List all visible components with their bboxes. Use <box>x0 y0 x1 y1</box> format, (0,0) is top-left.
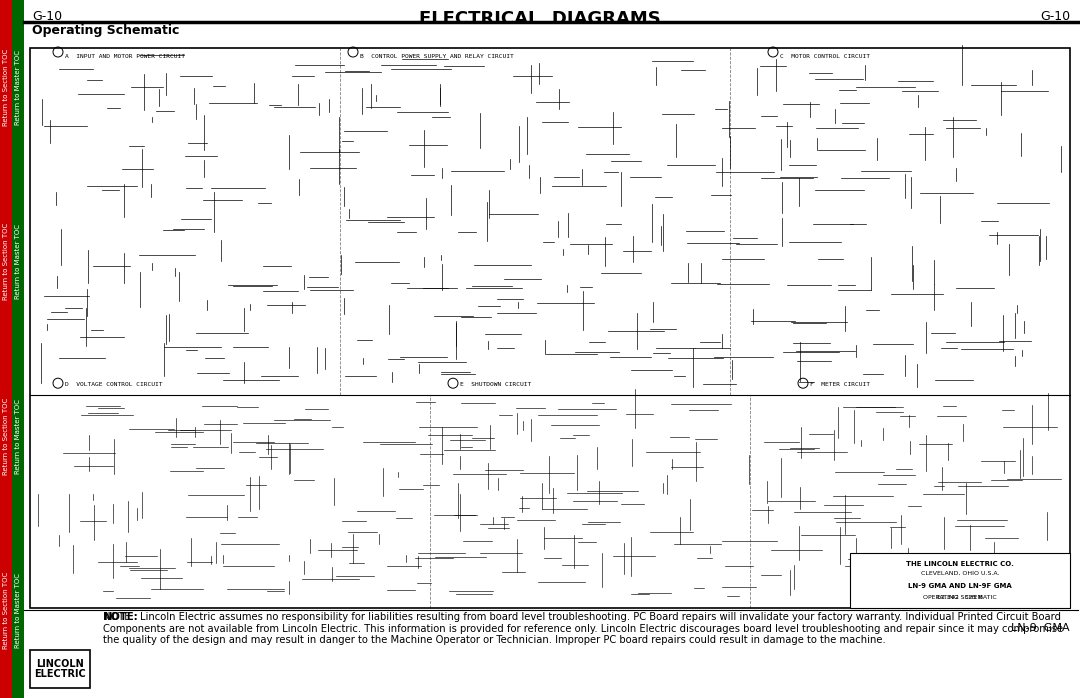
Text: LN-9 GMA AND LN-9F GMA: LN-9 GMA AND LN-9F GMA <box>908 583 1012 589</box>
Text: A  INPUT AND MOTOR POWER CIRCUIT: A INPUT AND MOTOR POWER CIRCUIT <box>65 54 185 59</box>
Bar <box>12 524 24 698</box>
Text: E  SHUTDOWN CIRCUIT: E SHUTDOWN CIRCUIT <box>460 383 531 387</box>
Text: ELECTRICAL  DIAGRAMS: ELECTRICAL DIAGRAMS <box>419 10 661 28</box>
Text: Return to Section TOC: Return to Section TOC <box>3 223 9 300</box>
Bar <box>0 349 12 524</box>
Text: F  METER CIRCUIT: F METER CIRCUIT <box>810 383 870 387</box>
Text: C  MOTOR CONTROL CIRCUIT: C MOTOR CONTROL CIRCUIT <box>780 54 870 59</box>
Bar <box>12 174 24 349</box>
Text: Return to Section TOC: Return to Section TOC <box>3 49 9 126</box>
Text: E2.342   525 B: E2.342 525 B <box>937 595 983 600</box>
Text: Operating Schematic: Operating Schematic <box>32 24 179 37</box>
Bar <box>24 0 1080 32</box>
Text: Return to Master TOC: Return to Master TOC <box>15 224 21 299</box>
Text: LINCOLN: LINCOLN <box>36 659 84 669</box>
Bar <box>12 0 24 174</box>
Text: OPERATING SCHEMATIC: OPERATING SCHEMATIC <box>923 595 997 600</box>
Bar <box>0 0 12 174</box>
Text: Return to Master TOC: Return to Master TOC <box>15 399 21 474</box>
Text: G-10: G-10 <box>32 10 63 23</box>
Text: LN-9  GMA: LN-9 GMA <box>1011 623 1070 633</box>
Bar <box>31 396 1069 607</box>
Text: ELECTRIC: ELECTRIC <box>35 669 86 679</box>
Bar <box>30 650 90 688</box>
Text: Return to Section TOC: Return to Section TOC <box>3 572 9 649</box>
Bar <box>30 48 1070 608</box>
Bar <box>0 524 12 698</box>
Bar <box>31 50 1069 395</box>
Text: Return to Master TOC: Return to Master TOC <box>15 50 21 125</box>
Text: B  CONTROL POWER SUPPLY AND RELAY CIRCUIT: B CONTROL POWER SUPPLY AND RELAY CIRCUIT <box>360 54 514 59</box>
Text: D  VOLTAGE CONTROL CIRCUIT: D VOLTAGE CONTROL CIRCUIT <box>65 383 162 387</box>
Bar <box>12 349 24 524</box>
Bar <box>850 553 1070 608</box>
Bar <box>31 49 1069 607</box>
Text: THE LINCOLN ELECTRIC CO.: THE LINCOLN ELECTRIC CO. <box>906 561 1014 567</box>
Text: G-10: G-10 <box>1040 10 1070 23</box>
Text: NOTE:  Lincoln Electric assumes no responsibility for liabilities resulting from: NOTE: Lincoln Electric assumes no respon… <box>103 612 1063 645</box>
Text: NOTE:: NOTE: <box>103 612 138 622</box>
Text: CLEVELAND, OHIO U.S.A.: CLEVELAND, OHIO U.S.A. <box>921 571 999 576</box>
Bar <box>0 174 12 349</box>
Text: Return to Section TOC: Return to Section TOC <box>3 398 9 475</box>
Text: Return to Master TOC: Return to Master TOC <box>15 573 21 648</box>
